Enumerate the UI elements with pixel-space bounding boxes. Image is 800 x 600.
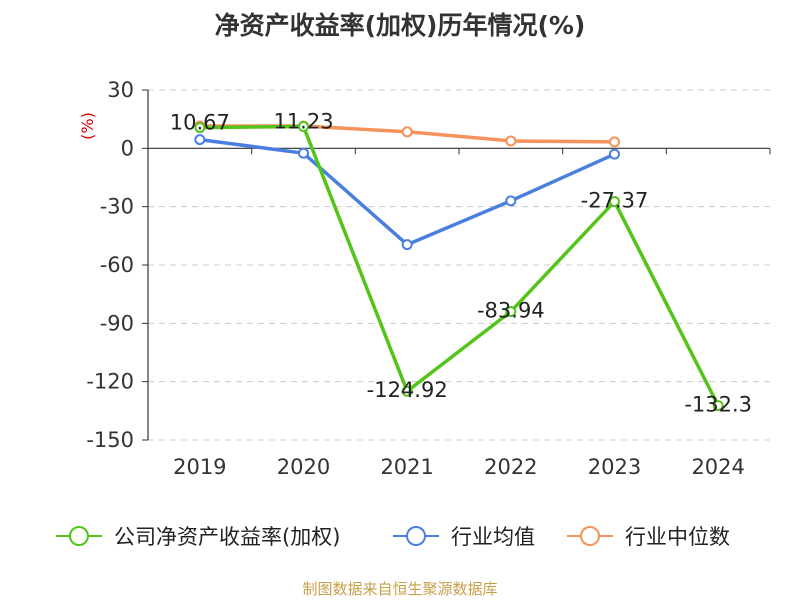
series-1-point-2020 xyxy=(298,147,309,159)
legend: 公司净资产收益率(加权) 行业均值 行业中位数 xyxy=(56,525,730,549)
series-line-1 xyxy=(199,137,616,247)
x-tick-label-2023: 2023 xyxy=(588,455,641,479)
y-tick-label-5: -120 xyxy=(86,370,134,394)
series-0-point-2022 xyxy=(505,306,517,318)
series-0-point-2024 xyxy=(712,400,724,412)
legend-label-1: 行业均值 xyxy=(451,525,535,549)
y-tick-label-0: 30 xyxy=(107,78,134,102)
legend-marker-1 xyxy=(406,526,426,546)
series-1-point-2022 xyxy=(505,195,517,207)
y-axis-label: (%) xyxy=(78,112,97,140)
x-tick-label-2020: 2020 xyxy=(277,455,330,479)
series-line-0 xyxy=(199,124,720,407)
axes: 30 0 -30 -60 -90 -120 -150 2019 2020 2021 2022 2023… xyxy=(86,78,771,479)
data-label-2024: -132.3 xyxy=(684,393,752,417)
y-tick-label-1: 0 xyxy=(121,136,134,160)
y-tick-label-6: -150 xyxy=(86,428,134,452)
series-2-point-2023 xyxy=(609,136,620,148)
data-label-2020: 11.23 xyxy=(273,109,333,133)
data-label-2021: -124.92 xyxy=(367,378,448,402)
series-1-point-2023 xyxy=(609,148,620,160)
series-0-point-2023 xyxy=(609,196,620,208)
y-tick-label-2: -30 xyxy=(100,195,134,219)
legend-label-0: 公司净资产收益率(加权) xyxy=(114,525,340,549)
series-2-point-2022 xyxy=(505,135,517,147)
data-label-2022: -83.94 xyxy=(477,299,545,323)
series-2-point-2021 xyxy=(401,126,413,138)
y-tick-label-4: -90 xyxy=(100,311,134,335)
x-tick-label-2024: 2024 xyxy=(691,455,744,479)
x-tick-label-2021: 2021 xyxy=(380,455,433,479)
grid-lines xyxy=(148,89,770,441)
source-note: 制图数据来自恒生聚源数据库 xyxy=(302,580,498,598)
series-1-point-2021 xyxy=(401,239,413,251)
y-tick-label-3: -60 xyxy=(100,253,134,277)
chart-title: 净资产收益率(加权)历年情况(%) xyxy=(214,11,586,40)
legend-marker-0 xyxy=(69,526,89,546)
series-lines xyxy=(194,120,724,412)
series-0-point-2019 xyxy=(194,122,206,134)
x-tick-label-2019: 2019 xyxy=(173,455,226,479)
legend-marker-2 xyxy=(580,526,600,546)
data-label-2019: 10.67 xyxy=(170,111,230,135)
legend-label-2: 行业中位数 xyxy=(625,525,730,549)
data-labels: 10.67 11.23 -124.92 -83.94 -27.37 -132.3 xyxy=(170,109,752,416)
series-0-point-2021 xyxy=(401,385,413,397)
x-tick-label-2022: 2022 xyxy=(484,455,537,479)
data-label-2023: -27.37 xyxy=(581,189,649,213)
series-1-point-2019 xyxy=(194,134,206,146)
series-0-point-2020 xyxy=(298,120,309,132)
